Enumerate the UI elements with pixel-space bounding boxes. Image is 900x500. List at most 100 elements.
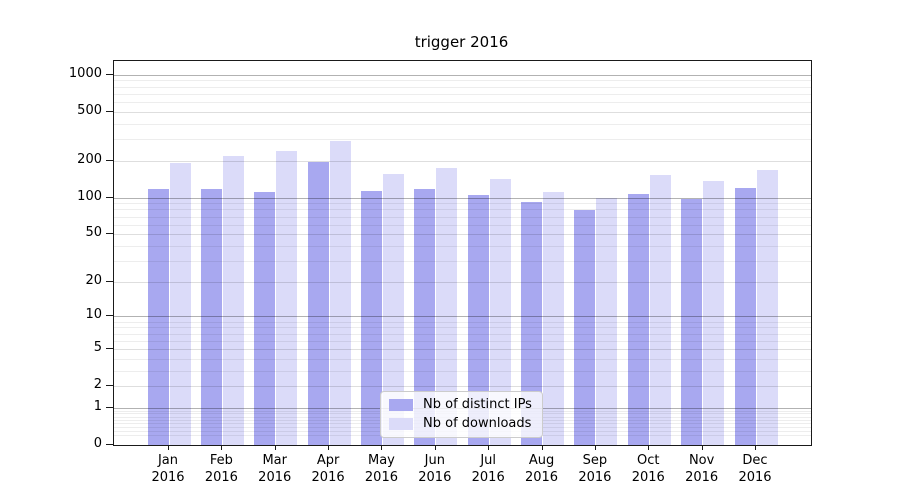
minor-gridline: [114, 340, 811, 342]
minor-gridline: [114, 327, 811, 329]
x-tick-mark: [701, 445, 703, 450]
y-tick-mark: [106, 196, 113, 198]
minor-gridline: [114, 333, 811, 335]
y-tick-label: 100: [77, 188, 102, 204]
bar-distinct-ips-dec: [734, 187, 756, 445]
mid-gridline: [114, 281, 811, 283]
y-tick-mark: [106, 406, 113, 408]
bar-downloads-mar: [276, 151, 298, 445]
mid-gridline: [114, 160, 811, 162]
minor-gridline: [114, 370, 811, 372]
x-tick-mark: [541, 445, 543, 450]
x-tick-mark: [221, 445, 223, 450]
bar-distinct-ips-may: [360, 191, 382, 445]
minor-gridline: [114, 93, 811, 95]
legend-label-downloads: Nb of downloads: [423, 416, 532, 431]
x-tick-label-jan: Jan 2016: [151, 453, 185, 485]
bar-distinct-ips-mar: [254, 191, 276, 445]
x-tick-label-sep: Sep 2016: [578, 453, 612, 485]
minor-gridline: [114, 245, 811, 247]
x-tick-mark: [328, 445, 330, 450]
major-gridline: [114, 74, 811, 76]
legend-swatch-downloads: [389, 417, 413, 430]
bar-downloads-aug: [543, 192, 565, 445]
bar-distinct-ips-jul: [467, 195, 489, 445]
y-tick-label: 1: [93, 398, 102, 414]
x-tick-mark: [381, 445, 383, 450]
minor-gridline: [114, 86, 811, 88]
bar-downloads-jan: [169, 162, 191, 445]
x-tick-label-dec: Dec 2016: [738, 453, 772, 485]
legend-row-distinct-ips: Nb of distinct IPs: [389, 397, 532, 412]
x-tick-mark: [168, 445, 169, 450]
major-gridline: [114, 197, 811, 199]
bar-downloads-nov: [703, 180, 725, 445]
minor-gridline: [114, 139, 811, 141]
y-tick-label: 1000: [68, 65, 102, 81]
y-tick-label: 5: [93, 339, 102, 355]
x-tick-label-aug: Aug 2016: [524, 453, 559, 485]
y-tick-mark: [106, 280, 113, 282]
y-tick-label: 200: [77, 151, 102, 167]
x-tick-mark: [648, 445, 650, 450]
bar-downloads-feb: [222, 155, 244, 445]
minor-gridline: [114, 260, 811, 262]
legend-row-downloads: Nb of downloads: [389, 416, 532, 431]
y-tick-mark: [106, 385, 113, 387]
y-tick-mark: [106, 110, 113, 112]
x-tick-mark: [434, 445, 436, 450]
x-tick-label-feb: Feb 2016: [204, 453, 238, 485]
y-tick-label: 2: [93, 377, 102, 393]
bar-downloads-oct: [649, 175, 671, 445]
x-tick-mark: [594, 445, 596, 450]
bar-distinct-ips-feb: [200, 189, 222, 445]
x-tick-label-jul: Jul 2016: [471, 453, 505, 485]
bar-downloads-sep: [596, 197, 618, 445]
y-tick-mark: [106, 159, 113, 161]
bar-downloads-jun: [436, 167, 458, 445]
x-tick-mark: [274, 445, 276, 450]
y-tick-mark: [106, 73, 113, 75]
bar-downloads-apr: [329, 140, 351, 445]
bar-distinct-ips-jan: [147, 188, 169, 445]
bar-distinct-ips-sep: [574, 210, 596, 445]
y-tick-mark: [106, 444, 113, 445]
chart-title: trigger 2016: [414, 33, 509, 51]
y-tick-mark: [106, 347, 113, 349]
y-tick-mark: [106, 315, 113, 317]
bar-downloads-dec: [756, 170, 778, 445]
x-tick-label-apr: Apr 2016: [311, 453, 345, 485]
mid-gridline: [114, 348, 811, 350]
mid-gridline: [114, 111, 811, 113]
y-tick-label: 50: [85, 225, 102, 241]
bar-distinct-ips-apr: [307, 162, 329, 445]
minor-gridline: [114, 216, 811, 218]
y-tick-label: 10: [85, 307, 102, 323]
y-tick-label: 500: [77, 102, 102, 118]
minor-gridline: [114, 224, 811, 226]
plot-area: [113, 60, 812, 446]
x-tick-label-nov: Nov 2016: [685, 453, 719, 485]
bar-distinct-ips-jun: [414, 188, 436, 445]
mid-gridline: [114, 234, 811, 236]
minor-gridline: [114, 321, 811, 323]
major-gridline: [114, 316, 811, 318]
legend-swatch-distinct-ips: [389, 398, 413, 411]
minor-gridline: [114, 80, 811, 82]
legend-label-distinct-ips: Nb of distinct IPs: [423, 397, 532, 412]
bar-downloads-may: [382, 173, 404, 445]
bar-distinct-ips-oct: [627, 193, 649, 445]
x-tick-mark: [488, 445, 490, 450]
bar-distinct-ips-nov: [681, 198, 703, 445]
y-tick-label: 20: [85, 272, 102, 288]
x-tick-label-mar: Mar 2016: [258, 453, 292, 485]
y-tick-label: 0: [93, 436, 102, 451]
minor-gridline: [114, 209, 811, 211]
minor-gridline: [114, 358, 811, 360]
y-tick-mark: [106, 233, 113, 235]
x-tick-mark: [755, 445, 756, 450]
bar-distinct-ips-aug: [521, 202, 543, 445]
mid-gridline: [114, 386, 811, 388]
x-tick-label-jun: Jun 2016: [418, 453, 452, 485]
